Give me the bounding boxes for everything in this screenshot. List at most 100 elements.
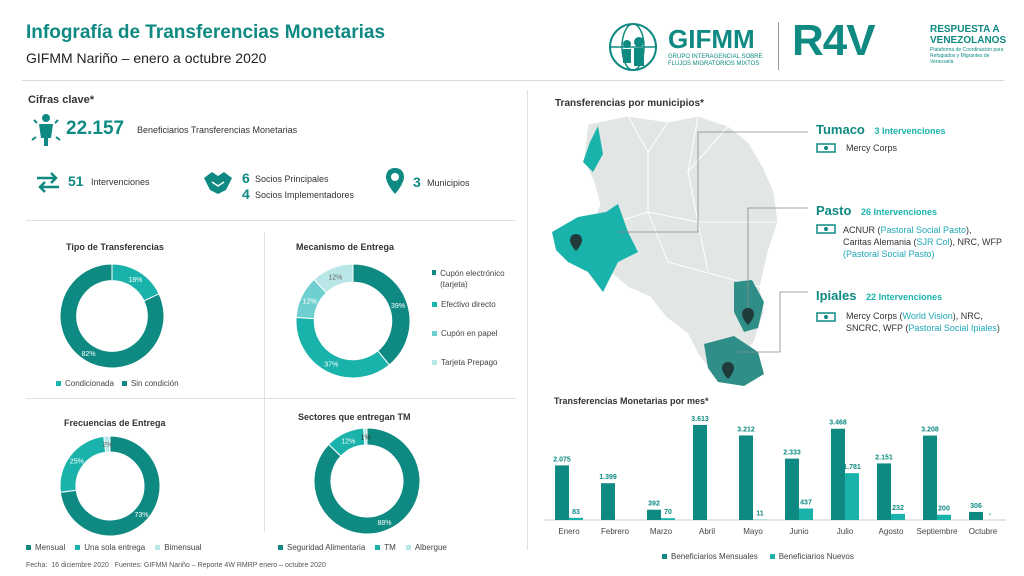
ipiales-pin-icon xyxy=(722,362,734,379)
mensual-title: Transferencias Monetarias por mes* xyxy=(554,396,709,406)
ipiales-partners: Mercy Corps (World Vision), NRC, SNCRC, … xyxy=(846,310,1000,334)
bar xyxy=(845,473,859,520)
legend-swatch xyxy=(121,381,127,386)
legend-label: Beneficiarios Nuevos xyxy=(778,552,854,561)
gifmm-tagline: GRUPO INTERAGENCIAL SOBRE FLUJOS MIGRATO… xyxy=(668,54,763,67)
donut-slice xyxy=(352,263,411,366)
legend-label: Albergue xyxy=(414,543,447,552)
donut-slice xyxy=(313,427,421,535)
donut-slice-label: 12% xyxy=(303,299,317,306)
row-divider xyxy=(26,398,516,399)
legend-swatch xyxy=(26,545,31,550)
bar-value-label: 1.399 xyxy=(599,474,617,481)
ipiales-partner-link: Pastoral Social Ipiales xyxy=(908,323,997,333)
legend-label: Tarjeta Prepago xyxy=(441,358,498,367)
x-tick-label: Febrero xyxy=(601,527,630,536)
partners-impl-label: Socios Implementadores xyxy=(255,190,355,200)
gifmm-logo: GIFMM GRUPO INTERAGENCIAL SOBRE FLUJOS M… xyxy=(606,20,766,74)
ipiales-partner-link: World Vision xyxy=(902,311,953,321)
bar-value-label: 392 xyxy=(648,501,660,508)
legend-swatch xyxy=(769,554,775,559)
bar-value-label: 2.333 xyxy=(783,450,801,457)
r4v-tag-line1: RESPUESTA A xyxy=(930,24,1000,35)
pasto-callout: Pasto 26 Intervenciones xyxy=(816,203,937,218)
partners-main-value: 6 xyxy=(242,170,250,186)
bar-value-label: 83 xyxy=(572,509,580,516)
bar xyxy=(647,509,661,520)
x-tick-label: Octubre xyxy=(969,527,998,536)
page-subtitle: GIFMM Nariño – enero a octubre 2020 xyxy=(26,50,267,66)
narino-map xyxy=(552,115,808,386)
legend-label: Una sola entrega xyxy=(84,543,146,552)
donut-slice-label: 18% xyxy=(128,277,142,284)
money-icon xyxy=(816,224,836,234)
bar xyxy=(937,514,951,520)
donut-slice-label: 73% xyxy=(134,512,148,519)
x-tick-label: Mayo xyxy=(743,527,763,536)
x-tick-label: Septiembre xyxy=(917,527,958,536)
donut-slice xyxy=(363,427,368,446)
legend-label: Condicionada xyxy=(65,379,114,388)
donut-slice-label: 25% xyxy=(70,458,84,465)
donut-slice-label: 39% xyxy=(391,303,405,310)
money-icon xyxy=(816,312,836,322)
pasto-partner-link: SJR Col xyxy=(916,237,950,247)
frecuencia-title: Frecuencias de Entrega xyxy=(64,418,166,428)
mecanismo-legend: Cupón electrónico (tarjeta) Efectivo dir… xyxy=(432,268,518,367)
location-pin-icon xyxy=(386,168,404,194)
pasto-partners: ACNUR (Pastoral Social Pasto), Caritas A… xyxy=(843,224,1002,260)
pasto-name: Pasto xyxy=(816,203,852,218)
footer-source: Fecha: 16 diciembre 2020 Fuentes: GIFMM … xyxy=(26,562,326,569)
x-tick-label: Agosto xyxy=(879,527,904,536)
donut-slice-label: 37% xyxy=(324,362,338,369)
x-tick-label: Julio xyxy=(837,527,854,536)
donut-slice xyxy=(59,263,165,369)
legend-label: Bimensual xyxy=(164,543,202,552)
donut-slice-label: 82% xyxy=(82,351,96,358)
transfer-arrows-icon xyxy=(37,172,59,193)
bar-value-label: 2.151 xyxy=(875,454,893,461)
legend-swatch xyxy=(278,545,283,550)
ipiales-partner-text: ) xyxy=(996,323,1000,333)
bar xyxy=(923,435,937,520)
donut-slice xyxy=(313,263,354,294)
tumaco-callout: Tumaco 3 Intervenciones xyxy=(816,122,946,137)
pasto-count: 26 Intervenciones xyxy=(861,207,938,217)
legend-swatch xyxy=(405,545,411,550)
bar xyxy=(831,428,845,520)
money-icon xyxy=(816,143,836,153)
r4v-tag-line2: VENEZOLANOS xyxy=(930,35,1007,46)
frecuencia-legend: Mensual Una sola entrega Bimensual xyxy=(26,543,202,552)
bar-value-label: 3.208 xyxy=(921,427,939,434)
legend-swatch xyxy=(155,545,161,550)
tumaco-region xyxy=(552,204,638,292)
bar xyxy=(877,463,891,520)
pasto-partner-text: ACNUR ( xyxy=(843,225,881,235)
bar-value-label: 11 xyxy=(756,511,764,518)
interventions-value: 51 xyxy=(68,173,84,189)
bar-value-label: 1.781 xyxy=(843,464,861,471)
pasto-partner-text: ), xyxy=(966,225,972,235)
bar-value-label: 232 xyxy=(892,505,904,512)
partners-main-label: Socios Principales xyxy=(255,174,329,184)
legend-label: Seguridad Alimentaria xyxy=(287,543,366,552)
tumaco-pin-icon xyxy=(570,234,582,251)
pasto-partner-link: (Pastoral Social Pasto) xyxy=(843,249,935,259)
donut-slice-label: 12% xyxy=(341,439,355,446)
mecanismo-title: Mecanismo de Entrega xyxy=(296,242,395,252)
bar xyxy=(785,458,799,520)
legend-swatch xyxy=(432,360,437,365)
bar-value-label: 2.075 xyxy=(553,456,571,463)
x-tick-label: Abril xyxy=(699,527,715,536)
municipalities-value: 3 xyxy=(413,174,421,190)
x-tick-label: Marzo xyxy=(650,527,673,536)
mensual-legend: Beneficiarios Mensuales Beneficiarios Nu… xyxy=(662,552,854,561)
legend-swatch xyxy=(375,545,381,550)
legend-swatch xyxy=(432,331,437,336)
legend-label: TM xyxy=(384,543,396,552)
bar-value-label: 200 xyxy=(938,506,950,513)
pasto-region xyxy=(734,280,764,332)
ipiales-name: Ipiales xyxy=(816,288,857,303)
beneficiaries-value: 22.157 xyxy=(66,118,125,139)
bar xyxy=(969,511,983,520)
